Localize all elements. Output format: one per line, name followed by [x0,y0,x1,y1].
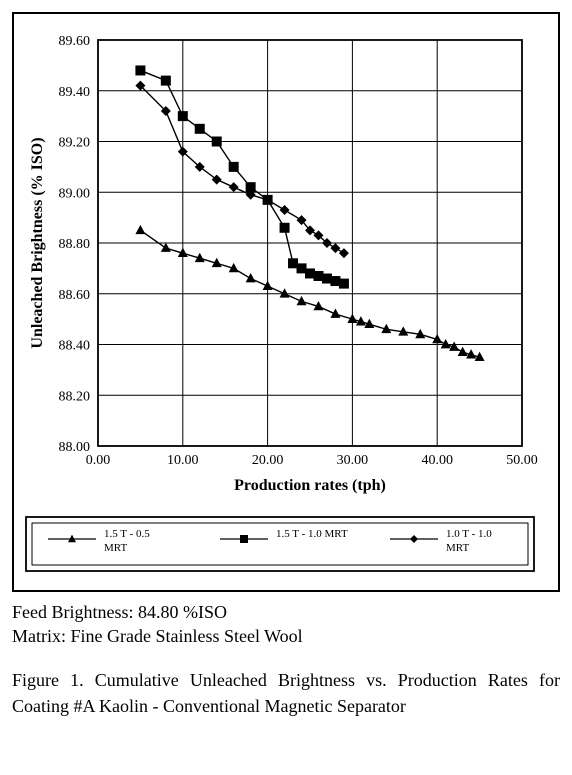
svg-text:1.5 T - 0.5: 1.5 T - 0.5 [104,528,150,540]
svg-text:88.20: 88.20 [59,389,91,404]
svg-text:30.00: 30.00 [337,453,369,468]
svg-text:10.00: 10.00 [167,453,199,468]
brightness-vs-production-chart: 0.00 10.00 20.00 30.00 40.00 50.00 88.00 88.20 8… [20,28,540,508]
chart-notes: Feed Brightness: 84.80 %ISO Matrix: Fine… [12,600,560,649]
svg-text:1.0 T - 1.0: 1.0 T - 1.0 [446,528,492,540]
svg-text:88.40: 88.40 [59,339,91,354]
note-matrix: Matrix: Fine Grade Stainless Steel Wool [12,624,560,648]
chart-container: 0.00 10.00 20.00 30.00 40.00 50.00 88.00 88.20 8… [12,12,560,592]
svg-text:40.00: 40.00 [421,453,453,468]
svg-text:89.20: 89.20 [59,136,91,151]
svg-text:Unleached Brightness (% ISO): Unleached Brightness (% ISO) [29,137,46,348]
svg-text:MRT: MRT [104,542,127,554]
svg-text:88.80: 88.80 [59,237,91,252]
figure-caption: Figure 1. Cumulative Unleached Brightnes… [12,667,560,719]
svg-text:89.60: 89.60 [59,34,91,49]
svg-text:1.5 T - 1.0 MRT: 1.5 T - 1.0 MRT [276,528,348,540]
svg-text:Production rates (tph): Production rates (tph) [234,477,386,494]
svg-text:50.00: 50.00 [506,453,538,468]
svg-text:88.00: 88.00 [59,440,91,455]
svg-text:0.00: 0.00 [86,453,111,468]
svg-text:20.00: 20.00 [252,453,284,468]
svg-text:89.00: 89.00 [59,186,91,201]
chart-legend: 1.5 T - 0.5 MRT 1.5 T - 1.0 MRT 1.0 T - 1.0… [20,513,540,577]
note-feed-brightness: Feed Brightness: 84.80 %ISO [12,600,560,624]
svg-text:MRT: MRT [446,542,469,554]
svg-text:88.60: 88.60 [59,288,91,303]
svg-text:89.40: 89.40 [59,85,91,100]
